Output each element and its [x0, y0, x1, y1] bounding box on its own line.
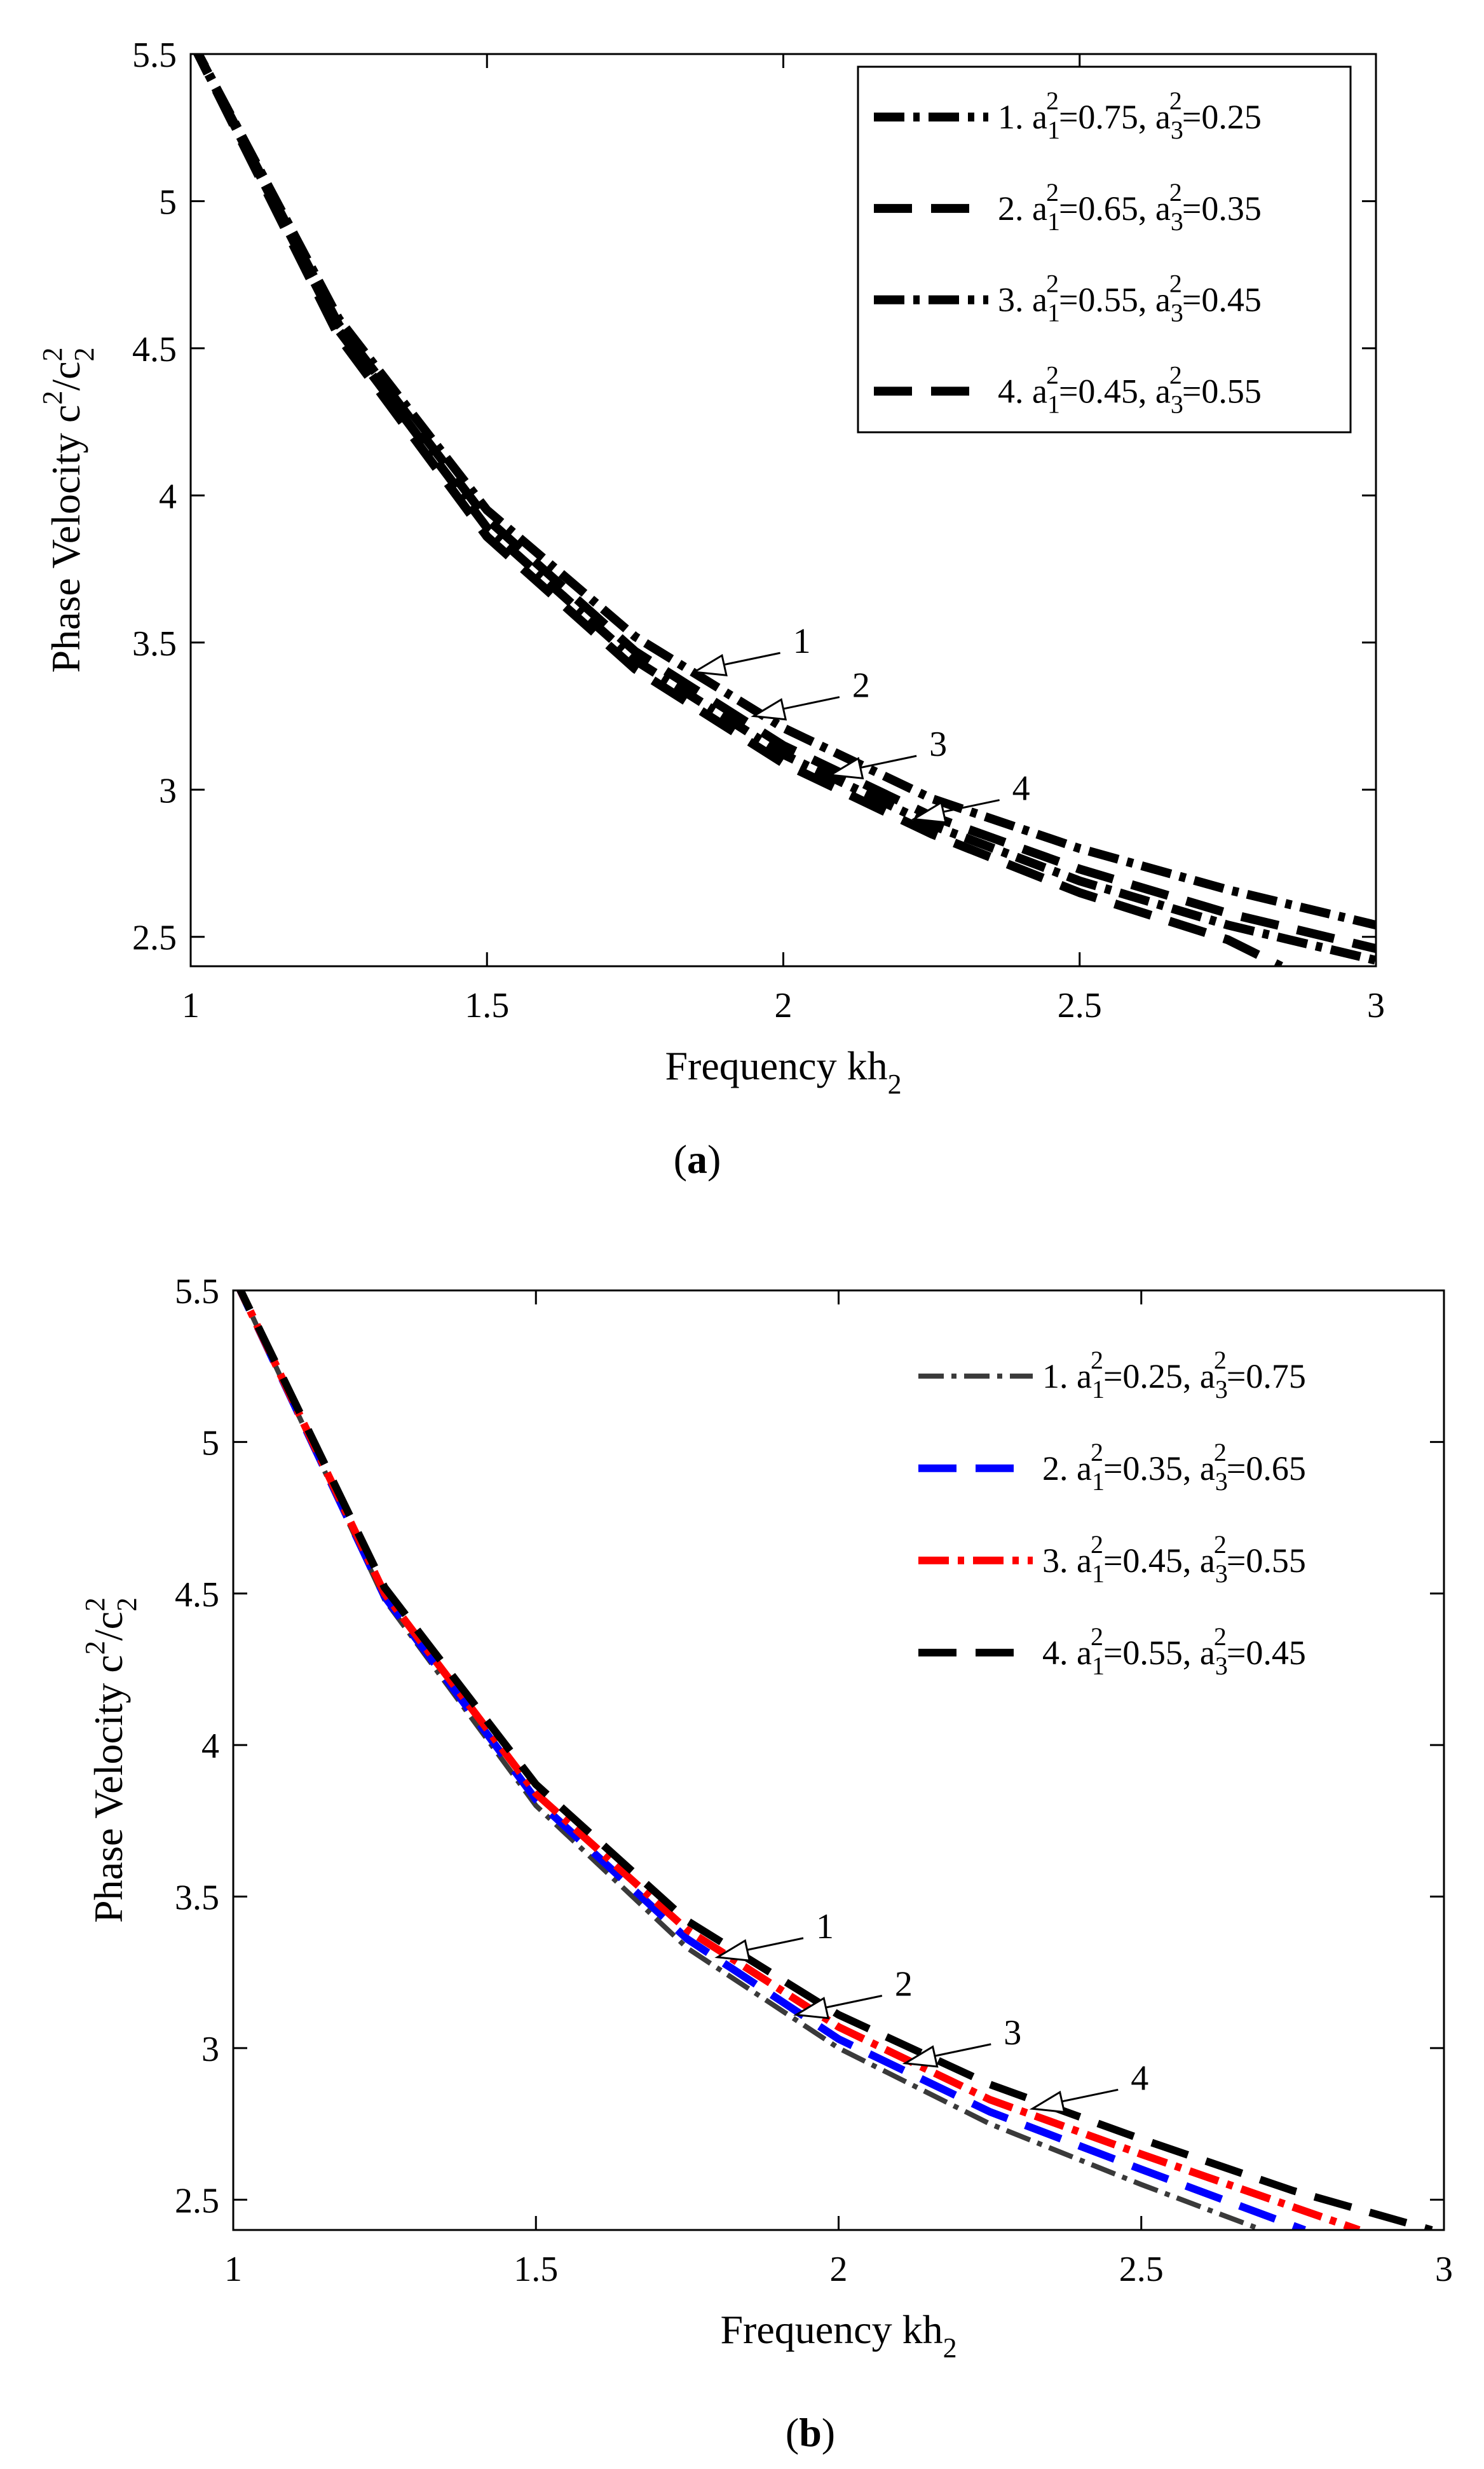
annotation-arrow-4: 4 [1032, 2058, 1148, 2112]
y-tick-label: 2.5 [132, 919, 177, 958]
annotation-label-2: 2 [895, 1964, 913, 2004]
annotation-label-1: 1 [793, 622, 811, 661]
annotation-arrow-3: 3 [831, 725, 947, 778]
y-axis-label-group: Phase Velocity c2/c22 [79, 1597, 142, 1923]
x-axis-label: Frequency kh2 [665, 1043, 901, 1100]
x-tick-label: 2 [775, 986, 793, 1025]
y-tick-label: 4 [159, 477, 177, 516]
series-line-3 [233, 1275, 1359, 2230]
y-tick-label: 4.5 [132, 330, 177, 369]
annotation-label-2: 2 [852, 666, 870, 706]
annotation-arrow-1: 1 [695, 622, 811, 675]
x-tick-label: 1 [224, 2250, 242, 2289]
y-axis-label: Phase Velocity c2/c22 [79, 1597, 142, 1923]
x-tick-label: 1.5 [514, 2250, 558, 2289]
x-tick-label: 2.5 [1119, 2250, 1164, 2289]
legend-label-2: 2. a12=0.35, a32=0.65 [1042, 1438, 1306, 1496]
plot-frame [233, 1290, 1444, 2230]
y-tick-label: 5.5 [132, 36, 177, 75]
arrow-head [1032, 2092, 1064, 2112]
annotation-arrow-3: 3 [905, 2013, 1021, 2067]
y-axis-label-group: Phase Velocity c2/c22 [37, 347, 100, 673]
legend-label-1: 1. a12=0.25, a32=0.75 [1042, 1346, 1306, 1404]
series-line-1 [233, 1275, 1262, 2230]
panel-caption: (b) [786, 2410, 835, 2455]
x-tick-label: 2 [830, 2250, 848, 2289]
y-tick-label: 4.5 [175, 1575, 219, 1615]
y-tick-label: 5 [159, 182, 177, 222]
y-tick-label: 3.5 [132, 624, 177, 664]
annotation-label-1: 1 [816, 1907, 834, 1946]
x-tick-label: 1.5 [465, 986, 509, 1025]
y-tick-label: 3 [159, 771, 177, 810]
x-tick-label: 3 [1367, 986, 1385, 1025]
y-tick-label: 3 [201, 2030, 219, 2069]
legend: 1. a12=0.25, a32=0.75 2. a12=0.35, a32=0.… [918, 1346, 1306, 1680]
annotation-arrow-2: 2 [754, 666, 870, 720]
y-tick-label: 3.5 [175, 1878, 219, 1918]
y-axis-label: Phase Velocity c2/c22 [37, 347, 100, 673]
panel-b: 1 1.5 2 2.5 3 2.5 3 3.5 4 4.5 5 5.5 Frequency kh2 Pha… [79, 1272, 1453, 2455]
panel-caption: (a) [674, 1137, 721, 1182]
series-line-4 [233, 1275, 1432, 2230]
legend: 1. a12=0.75, a32=0.252. a12=0.65, a32=0.… [858, 67, 1351, 432]
annotation-label-4: 4 [1131, 2058, 1148, 2098]
annotation-arrow-1: 1 [718, 1907, 834, 1960]
legend-label-4: 4. a12=0.55, a32=0.45 [1042, 1622, 1306, 1680]
annotation-arrow-2: 2 [796, 1964, 913, 2018]
y-tick-label: 5.5 [175, 1272, 219, 1311]
figure: 1 1.5 2 2.5 3 2.5 3 3.5 4 4.5 5 5.5 Frequency kh2 Pha… [0, 0, 1484, 2469]
annotation-label-4: 4 [1012, 769, 1030, 809]
arrow-head [695, 655, 726, 675]
y-tick-label: 4 [201, 1727, 219, 1766]
legend-label-3: 3. a12=0.45, a32=0.55 [1042, 1530, 1306, 1588]
x-axis-label: Frequency kh2 [720, 2307, 956, 2363]
x-tick-label: 2.5 [1058, 986, 1102, 1025]
annotation-label-3: 3 [1004, 2013, 1021, 2053]
y-tick-label: 5 [201, 1423, 219, 1463]
x-tick-label: 1 [182, 986, 200, 1025]
x-tick-label: 3 [1435, 2250, 1453, 2289]
annotation-label-3: 3 [929, 725, 947, 764]
y-tick-label: 2.5 [175, 2181, 219, 2220]
panel-a: 1 1.5 2 2.5 3 2.5 3 3.5 4 4.5 5 5.5 Frequency kh2 Pha… [37, 36, 1385, 1182]
